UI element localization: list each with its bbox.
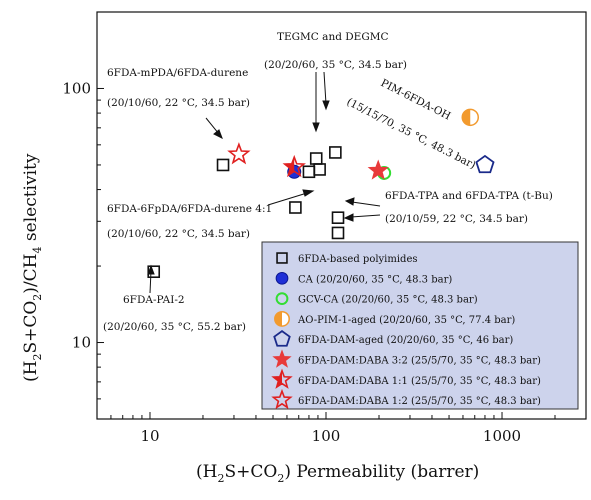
data-point-series-0-point-3	[303, 166, 314, 177]
arrowhead-tegmc-right	[323, 101, 329, 109]
data-point-series-0-point-5	[314, 164, 325, 175]
legend: 6FDA-based polyimides CA (20/20/60, 35 °C…	[262, 242, 578, 409]
legend-marker-1	[276, 272, 288, 284]
annotation-mpda-conditions: (20/10/60, 22 °C, 34.5 bar)	[107, 97, 250, 109]
data-point-series-4-point-0	[476, 156, 493, 172]
data-point-series-0-point-1	[218, 159, 229, 170]
annotation-fpda-conditions: (20/10/60, 22 °C, 34.5 bar)	[107, 228, 250, 240]
arrowhead-tpa-lower	[345, 214, 353, 221]
arrow-tegmc-right	[324, 72, 326, 104]
annotation-pai-conditions: (20/20/60, 35 °C, 55.2 bar)	[103, 321, 246, 333]
y-tick-label: 10	[72, 334, 91, 352]
arrowhead-tegmc-left	[313, 123, 319, 131]
arrowhead-mpda	[214, 130, 222, 138]
annotation-pai-title: 6FDA-PAI-2	[123, 294, 185, 306]
x-axis-title: (H2S+CO2) Permeability (barrer)	[196, 462, 479, 485]
data-point-series-3-point-0	[462, 109, 478, 125]
x-tick-label: 10	[140, 427, 159, 445]
annotation-tpa-conditions: (20/10/59, 22 °C, 34.5 bar)	[385, 213, 528, 225]
y-axis-title: (H2S+CO2)/CH4 selectivity	[21, 153, 44, 382]
legend-label-1: CA (20/20/60, 35 °C, 48.3 bar)	[298, 274, 452, 285]
arrowhead-tpa-upper	[346, 198, 354, 205]
data-point-series-0-point-8	[333, 227, 344, 238]
arrowhead-fpda	[303, 190, 313, 196]
legend-label-2: GCV-CA (20/20/60, 35 °C, 48.3 bar)	[298, 295, 478, 306]
annotation-tegmc-title: TEGMC and DEGMC	[277, 31, 389, 43]
arrow-tpa-upper	[352, 202, 380, 206]
data-point-series-0-point-6	[330, 147, 341, 158]
annotation-fpda-title: 6FDA-6FpDA/6FDA-durene 4:1	[107, 203, 272, 215]
annotation-mpda-title: 6FDA-mPDA/6FDA-durene	[107, 67, 248, 79]
data-point-series-7-point-0	[229, 144, 248, 162]
data-point-series-0-point-7	[333, 212, 344, 223]
x-tick-label: 100	[312, 427, 341, 445]
legend-label-5: 6FDA-DAM:DABA 3:2 (25/5/70, 35 °C, 48.3 …	[298, 356, 541, 367]
legend-marker-3	[275, 312, 289, 326]
legend-label-3: AO-PIM-1-aged (20/20/60, 35 °C, 77.4 bar…	[297, 315, 515, 326]
x-tick-label: 1000	[483, 427, 521, 445]
y-tick-label: 100	[62, 79, 91, 97]
annotation-tpa-title: 6FDA-TPA and 6FDA-TPA (t-Bu)	[385, 190, 553, 202]
legend-label-0: 6FDA-based polyimides	[298, 254, 418, 265]
legend-label-6: 6FDA-DAM:DABA 1:1 (25/5/70, 35 °C, 48.3 …	[298, 376, 541, 387]
data-point-series-0-point-4	[311, 153, 322, 164]
annotation-tegmc-conditions: (20/20/60, 35 °C, 34.5 bar)	[264, 59, 407, 71]
legend-label-4: 6FDA-DAM-aged (20/20/60, 35 °C, 46 bar)	[298, 335, 513, 346]
data-point-series-0-point-2	[290, 202, 301, 213]
annotation-pim-conditions: (15/15/70, 35 °C, 48.3 bar)	[345, 96, 478, 172]
legend-label-7: 6FDA-DAM:DABA 1:2 (25/5/70, 35 °C, 48.3 …	[298, 396, 541, 407]
arrow-tpa-lower	[351, 215, 380, 217]
